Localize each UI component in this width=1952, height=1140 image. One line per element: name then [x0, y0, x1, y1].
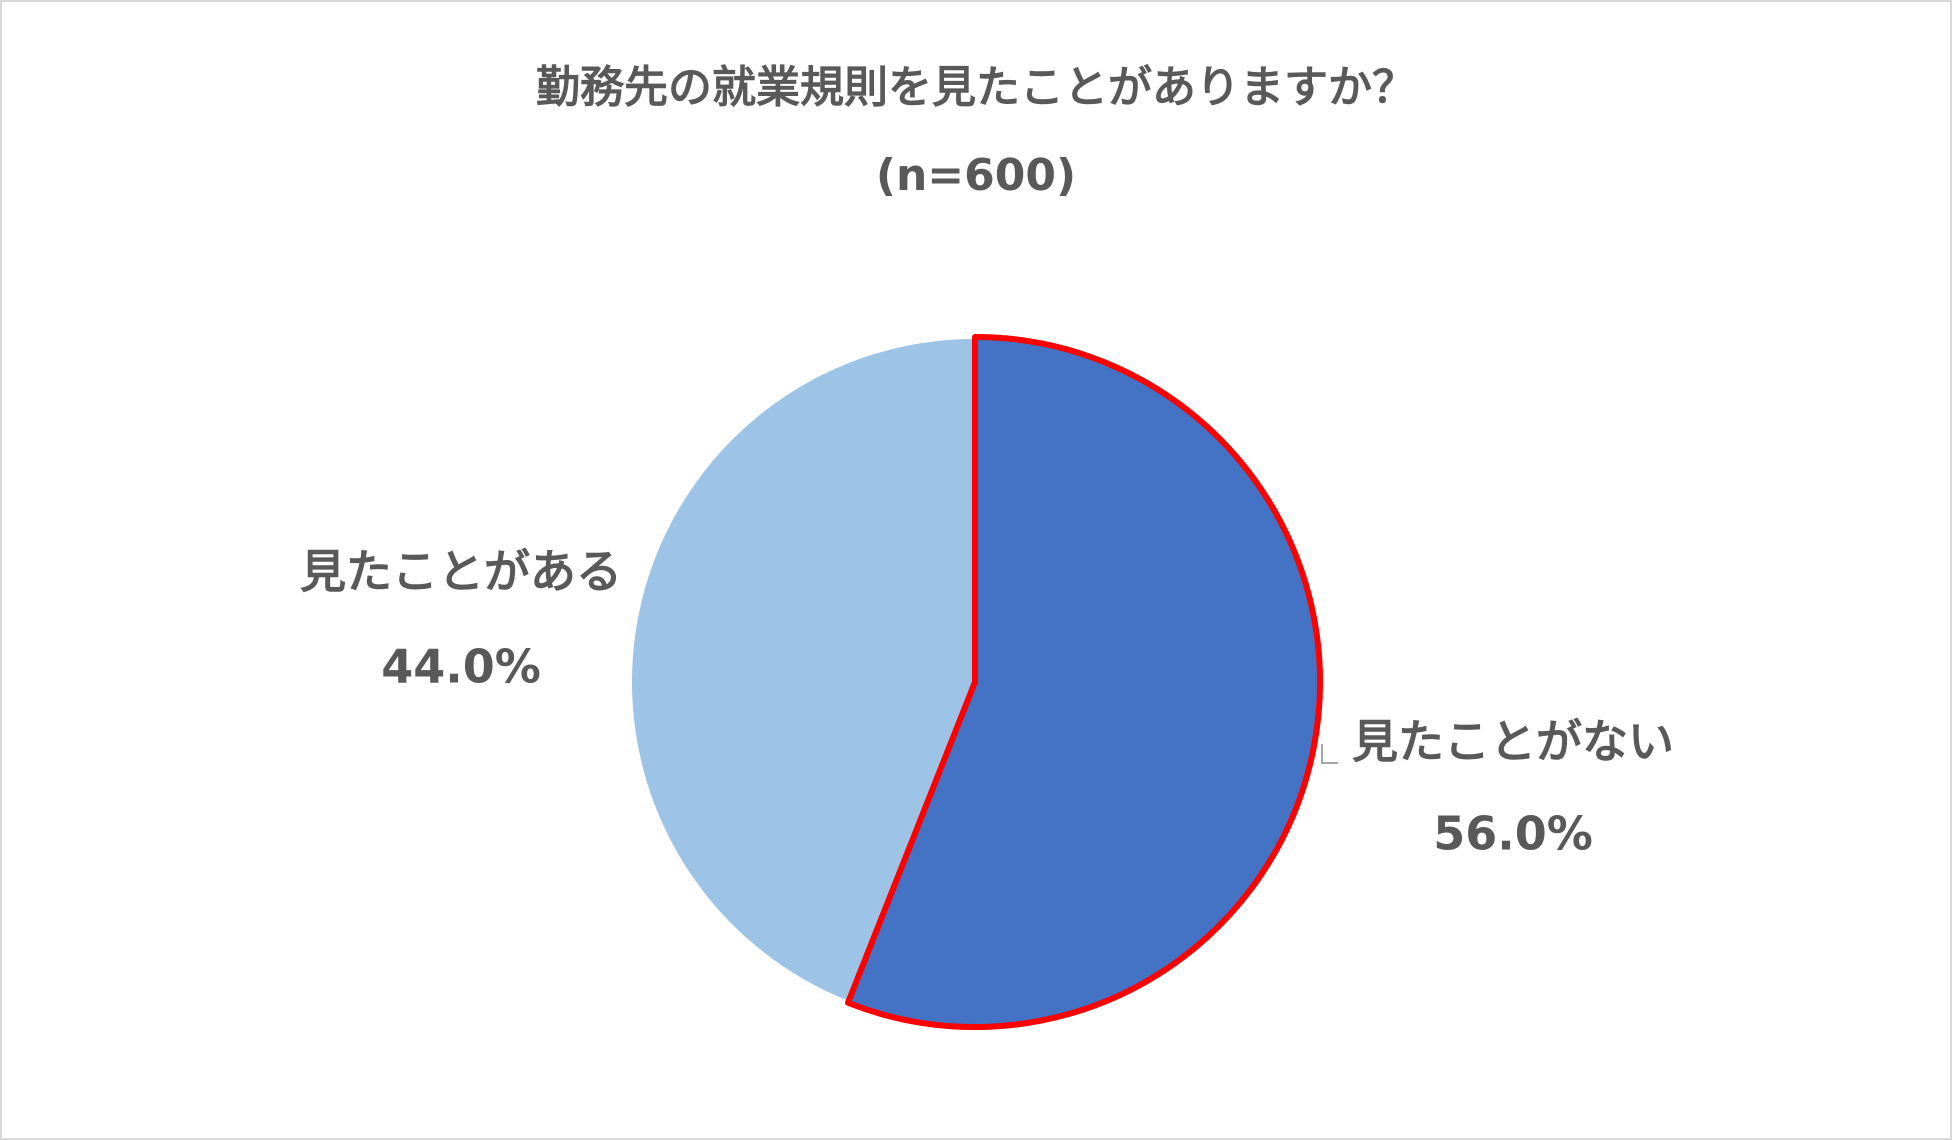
pie-slice: [844, 334, 1323, 1030]
chart-title: 勤務先の就業規則を見たことがありますか？: [536, 62, 1416, 113]
pie-slice: [628, 335, 977, 1005]
chart-subtitle: (n=600): [876, 150, 1076, 201]
value-label: 44.0%: [381, 640, 541, 694]
category-label: 見たことがない: [1352, 715, 1674, 769]
value-label: 56.0%: [1433, 807, 1593, 861]
category-label: 見たことがある: [300, 545, 622, 599]
leader-line: [1321, 744, 1338, 764]
